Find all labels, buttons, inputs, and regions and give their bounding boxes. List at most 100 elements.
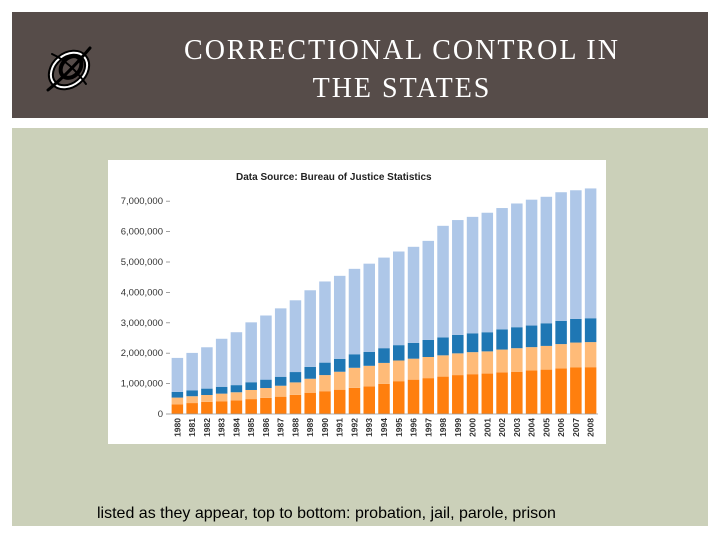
bar-segment-jail-1986 bbox=[260, 379, 272, 389]
bar-segment-prison-2007 bbox=[570, 367, 582, 414]
bar-segment-parole-1999 bbox=[452, 353, 464, 376]
bar-segment-parole-1989 bbox=[304, 378, 316, 393]
bar-segment-jail-1995 bbox=[393, 345, 405, 361]
bar-segment-probation-2005 bbox=[540, 196, 553, 324]
bar-segment-jail-2006 bbox=[555, 320, 567, 345]
x-tick-label: 1988 bbox=[290, 418, 300, 437]
bar-segment-jail-1998 bbox=[437, 337, 449, 356]
y-tick-label: 1,000,000 bbox=[121, 379, 163, 390]
bar-segment-prison-2008 bbox=[584, 367, 597, 414]
x-tick-label: 1982 bbox=[202, 418, 212, 437]
bar-segment-probation-1990 bbox=[319, 281, 331, 363]
page-title-line1: CORRECTIONAL CONTROL IN bbox=[184, 35, 620, 66]
bar-segment-parole-1981 bbox=[186, 396, 198, 404]
x-tick-label: 1997 bbox=[423, 418, 433, 437]
bar-segment-jail-1993 bbox=[363, 351, 375, 366]
bar-segment-prison-1990 bbox=[319, 391, 331, 414]
bar-segment-prison-1994 bbox=[378, 383, 390, 414]
bar-segment-probation-1993 bbox=[363, 263, 375, 352]
bar-segment-parole-1997 bbox=[422, 357, 435, 379]
x-tick-label: 2003 bbox=[512, 418, 522, 437]
bar-segment-jail-1982 bbox=[201, 388, 213, 395]
bar-segment-probation-1997 bbox=[422, 240, 435, 340]
bar-segment-parole-1996 bbox=[407, 358, 420, 380]
bar-segment-probation-1995 bbox=[393, 251, 405, 346]
y-tick-label: 6,000,000 bbox=[121, 227, 163, 238]
bar-segment-prison-2002 bbox=[496, 372, 508, 414]
bar-segment-probation-2008 bbox=[584, 188, 597, 319]
bar-segment-prison-1995 bbox=[393, 381, 405, 414]
bar-segment-probation-2006 bbox=[555, 192, 567, 321]
bar-segment-prison-1991 bbox=[333, 389, 346, 414]
bar-segment-parole-2001 bbox=[481, 351, 494, 374]
x-tick-label: 1992 bbox=[349, 418, 359, 437]
bar-segment-prison-1992 bbox=[348, 387, 361, 414]
x-tick-label: 1987 bbox=[276, 418, 286, 437]
bar-segment-prison-2005 bbox=[540, 369, 553, 414]
x-tick-label: 2002 bbox=[497, 418, 507, 437]
x-tick-label: 1995 bbox=[394, 418, 404, 437]
bar-segment-probation-2001 bbox=[481, 212, 494, 333]
bar-segment-prison-1981 bbox=[186, 403, 198, 414]
bar-segment-jail-1987 bbox=[274, 376, 287, 386]
bar-segment-parole-1991 bbox=[333, 371, 346, 390]
bar-segment-jail-1994 bbox=[378, 348, 390, 363]
bar-segment-probation-1985 bbox=[245, 322, 257, 383]
x-tick-label: 1998 bbox=[438, 418, 448, 437]
bar-segment-probation-1980 bbox=[171, 357, 184, 392]
bar-segment-parole-2008 bbox=[584, 342, 597, 368]
bar-segment-probation-1989 bbox=[304, 290, 316, 367]
bar-segment-jail-1984 bbox=[230, 385, 243, 393]
x-tick-label: 1990 bbox=[320, 418, 330, 437]
bar-segment-jail-1997 bbox=[422, 339, 435, 357]
bar-segment-parole-1982 bbox=[201, 395, 213, 402]
bar-segment-prison-1987 bbox=[274, 396, 287, 414]
x-axis: 1980 1981 1982 1983 1984 1985 1986 1987 1988 1989… bbox=[170, 413, 598, 437]
bar-segment-jail-1981 bbox=[186, 390, 198, 397]
bar-segment-prison-2000 bbox=[466, 374, 479, 414]
bar-segment-parole-1985 bbox=[245, 389, 257, 400]
bar-segment-prison-1984 bbox=[230, 400, 243, 414]
bar-segment-prison-1982 bbox=[201, 401, 213, 414]
bar-segment-parole-1990 bbox=[319, 375, 331, 392]
bar-segment-prison-1980 bbox=[171, 404, 184, 414]
bar-segment-probation-1999 bbox=[452, 220, 464, 335]
bar-segment-parole-2003 bbox=[511, 348, 523, 372]
bar-segment-jail-1988 bbox=[289, 372, 302, 383]
bar-segment-jail-2001 bbox=[481, 332, 494, 352]
bar-segment-jail-2002 bbox=[496, 329, 508, 350]
bar-segment-probation-1998 bbox=[437, 225, 449, 338]
bar-segment-prison-1986 bbox=[260, 397, 272, 414]
bar-segment-parole-1994 bbox=[378, 362, 390, 384]
x-tick-label: 1999 bbox=[453, 418, 463, 437]
bar-segment-parole-1986 bbox=[260, 388, 272, 398]
x-tick-label: 1994 bbox=[379, 418, 389, 437]
bar-segment-jail-2000 bbox=[466, 333, 479, 353]
bar-segment-jail-1989 bbox=[304, 366, 316, 379]
bar-segment-probation-1984 bbox=[230, 332, 243, 386]
bar-segment-probation-1983 bbox=[215, 338, 228, 387]
bar-segment-probation-1982 bbox=[201, 347, 213, 389]
bar-segment-probation-1986 bbox=[260, 315, 272, 380]
x-tick-label: 1991 bbox=[335, 418, 345, 437]
x-tick-label: 2007 bbox=[571, 418, 581, 437]
x-tick-label: 1983 bbox=[217, 418, 227, 437]
bar-segment-prison-2003 bbox=[511, 371, 523, 414]
bar-segment-jail-2008 bbox=[584, 318, 597, 343]
x-tick-label: 1989 bbox=[305, 418, 315, 437]
x-tick-label: 1980 bbox=[172, 418, 182, 437]
bar-segment-probation-1994 bbox=[378, 257, 390, 349]
y-tick-label: 0 bbox=[158, 409, 163, 420]
x-tick-label: 2001 bbox=[482, 418, 492, 437]
bar-segment-jail-2003 bbox=[511, 327, 523, 349]
x-tick-label: 2004 bbox=[527, 418, 537, 437]
page-title-line2: THE STATES bbox=[312, 73, 492, 104]
x-tick-label: 2006 bbox=[556, 418, 566, 437]
bar-segment-jail-1991 bbox=[333, 358, 346, 372]
x-tick-label: 2008 bbox=[586, 418, 596, 437]
bar-segment-parole-1998 bbox=[437, 355, 449, 377]
y-tick-label: 4,000,000 bbox=[121, 287, 163, 298]
chart-title: Data Source: Bureau of Justice Statistic… bbox=[236, 172, 432, 183]
bar-segment-jail-1985 bbox=[245, 382, 257, 390]
bar-segment-probation-2000 bbox=[466, 216, 479, 334]
